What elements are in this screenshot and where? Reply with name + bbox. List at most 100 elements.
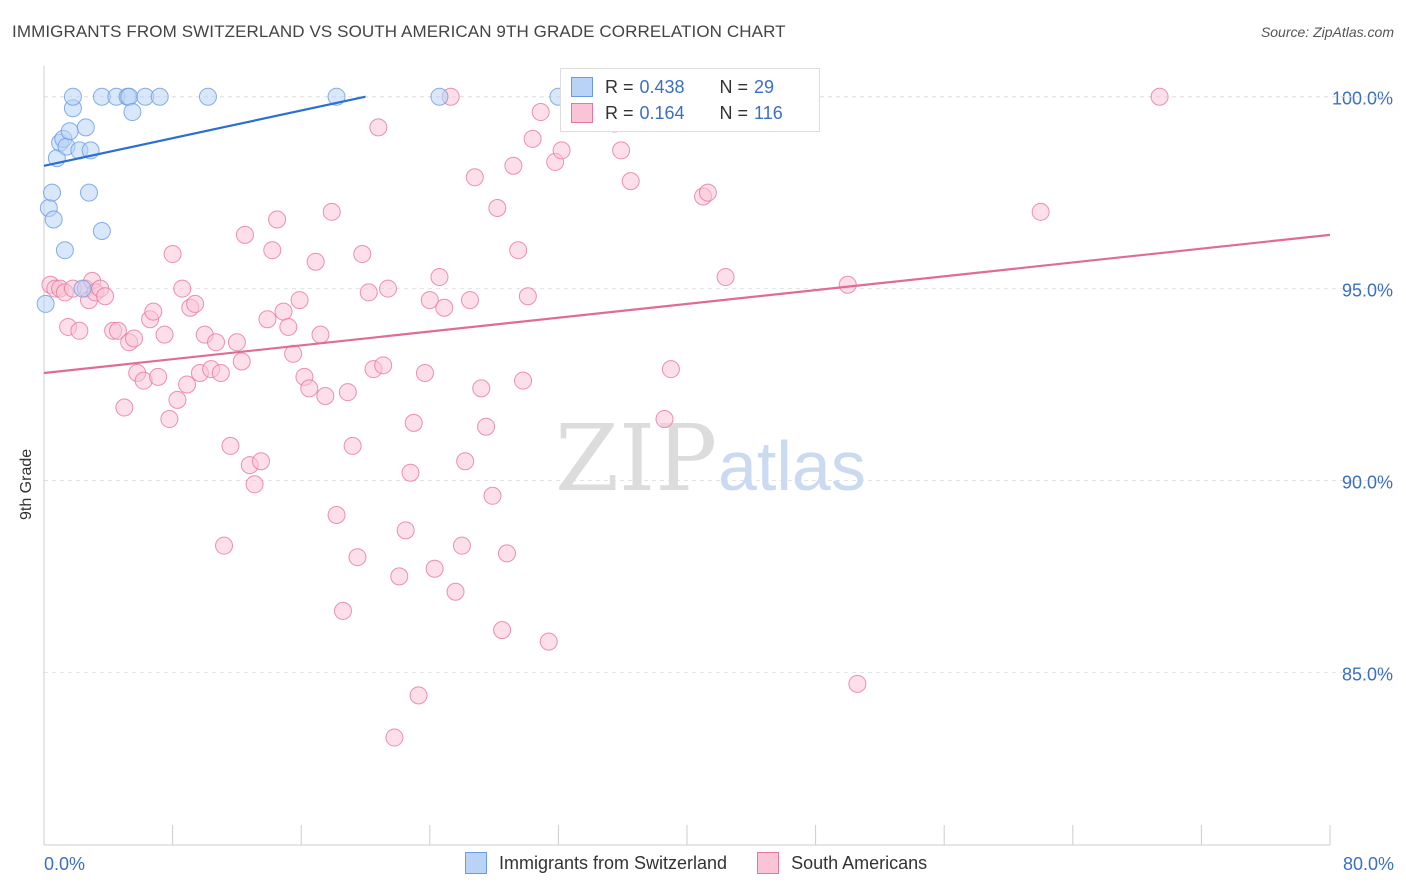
- legend-label-switzerland: Immigrants from Switzerland: [499, 852, 728, 873]
- south-americans-point: [488, 198, 507, 217]
- south-americans-point: [452, 536, 471, 555]
- south-americans-point: [353, 245, 372, 264]
- south-americans-point: [493, 621, 512, 640]
- switzerland-point: [123, 103, 142, 122]
- x-tick-label: 80.0%: [1343, 854, 1394, 874]
- legend-label-south-americans: South Americans: [791, 852, 928, 873]
- switzerland-point: [80, 183, 99, 202]
- south-americans-point: [716, 268, 735, 287]
- south-americans-point: [838, 275, 857, 294]
- south-americans-point: [415, 363, 434, 382]
- south-americans-point: [698, 183, 717, 202]
- chart-title: IMMIGRANTS FROM SWITZERLAND VS SOUTH AME…: [12, 22, 786, 41]
- south-americans-point: [425, 559, 444, 578]
- south-americans-point: [96, 287, 115, 306]
- stats-legend: R = 0.438 N = 29 R = 0.164 N = 116: [560, 68, 820, 132]
- south-americans-point: [221, 436, 240, 455]
- south-americans-point: [155, 325, 174, 344]
- south-americans-point: [268, 210, 287, 229]
- south-americans-point: [552, 141, 571, 160]
- south-americans-point: [409, 686, 428, 705]
- south-americans-point: [514, 371, 533, 390]
- south-americans-point: [385, 728, 404, 747]
- south-americans-point: [245, 475, 264, 494]
- south-americans-point: [390, 567, 409, 586]
- south-americans-point: [460, 291, 479, 310]
- south-americans-point: [258, 310, 277, 329]
- south-americans-point: [215, 536, 234, 555]
- south-americans-point: [472, 379, 491, 398]
- south-americans-trendline: [43, 233, 1331, 375]
- south-americans-point: [655, 410, 674, 429]
- south-americans-point: [621, 172, 640, 191]
- south-americans-point: [207, 333, 226, 352]
- legend-n-label: N =: [719, 102, 749, 123]
- legend-swatch-south-americans: [571, 103, 593, 123]
- south-americans-point: [401, 463, 420, 482]
- south-americans-point: [173, 279, 192, 298]
- south-americans-point: [300, 379, 319, 398]
- south-americans-point: [149, 367, 168, 386]
- legend-n-value-switzerland: 29: [754, 76, 775, 97]
- south-americans-point: [379, 279, 398, 298]
- south-americans-point: [848, 674, 867, 693]
- south-americans-point: [338, 383, 357, 402]
- legend-n-label: N =: [719, 76, 749, 97]
- south-americans-point: [263, 241, 282, 260]
- south-americans-point: [523, 129, 542, 148]
- switzerland-point: [76, 118, 95, 137]
- south-americans-point: [456, 452, 475, 471]
- series-legend: Immigrants from Switzerland South Americ…: [465, 852, 957, 874]
- south-americans-point: [290, 291, 309, 310]
- south-americans-point: [186, 294, 205, 313]
- south-americans-point: [348, 548, 367, 567]
- legend-swatch-switzerland: [571, 77, 593, 97]
- south-americans-point: [1031, 202, 1050, 221]
- south-americans-point: [539, 632, 558, 651]
- south-americans-point: [612, 141, 631, 160]
- legend-swatch-south-americans: [757, 852, 780, 874]
- south-americans-point: [311, 325, 330, 344]
- legend-row-switzerland: R = 0.438 N = 29: [571, 75, 774, 99]
- south-americans-point: [144, 302, 163, 321]
- y-tick-label: 100.0%: [1332, 89, 1393, 109]
- south-americans-point: [306, 252, 325, 271]
- switzerland-point: [36, 294, 55, 313]
- south-americans-point: [396, 521, 415, 540]
- south-americans-point: [477, 417, 496, 436]
- switzerland-point: [44, 210, 63, 229]
- south-americans-point: [163, 245, 182, 264]
- south-americans-point: [518, 287, 537, 306]
- south-americans-point: [430, 268, 449, 287]
- switzerland-point: [63, 87, 82, 106]
- switzerland-point: [198, 87, 217, 106]
- south-americans-point: [497, 544, 516, 563]
- y-tick-label: 95.0%: [1342, 281, 1393, 301]
- legend-row-south-americans: R = 0.164 N = 116: [571, 101, 783, 125]
- south-americans-point: [435, 298, 454, 317]
- source-label: Source: ZipAtlas.com: [1260, 24, 1394, 40]
- south-americans-point: [178, 375, 197, 394]
- south-americans-point: [420, 291, 439, 310]
- south-americans-point: [504, 156, 523, 175]
- legend-n-value-south-americans: 116: [754, 102, 783, 123]
- south-americans-point: [322, 202, 341, 221]
- south-americans-point: [227, 333, 246, 352]
- south-americans-point: [252, 452, 271, 471]
- south-americans-point: [465, 168, 484, 187]
- south-americans-point: [274, 302, 293, 321]
- x-tick-label: 0.0%: [44, 854, 85, 874]
- south-americans-point: [125, 329, 144, 348]
- south-americans-point: [404, 413, 423, 432]
- south-americans-point: [316, 387, 335, 406]
- watermark-zip: ZIP: [555, 405, 717, 512]
- legend-r-label: R =: [605, 76, 634, 97]
- legend-swatch-switzerland: [465, 852, 487, 874]
- south-americans-point: [1150, 87, 1169, 106]
- switzerland-trendline: [43, 95, 366, 167]
- switzerland-point: [55, 241, 74, 260]
- south-americans-point: [531, 103, 550, 122]
- south-americans-point: [70, 321, 89, 340]
- south-americans-point: [661, 360, 680, 379]
